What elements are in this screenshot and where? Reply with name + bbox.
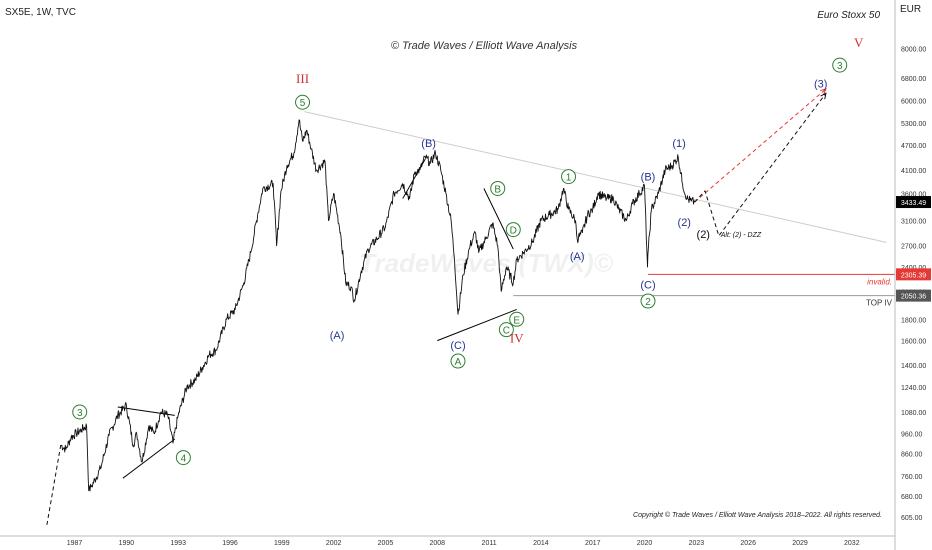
watermark-center: TradeWaves (TWX)© xyxy=(359,248,614,278)
y-tick-label: 860.00 xyxy=(901,451,923,458)
wave-label-circled: 5 xyxy=(300,98,306,109)
wave-label-roman: V xyxy=(854,35,864,50)
y-tick-label: 5300.00 xyxy=(901,121,926,128)
trendline xyxy=(484,188,513,249)
invalid-price-tag: 2305.39 xyxy=(901,272,926,279)
currency-label: EUR xyxy=(900,4,921,15)
y-tick-label: 1800.00 xyxy=(901,317,926,324)
wave-label: (3) xyxy=(814,78,827,90)
y-tick-label: 1600.00 xyxy=(901,339,926,346)
instrument-name: Euro Stoxx 50 xyxy=(817,10,880,21)
y-tick-label: 960.00 xyxy=(901,431,923,438)
y-tick-label: 605.00 xyxy=(901,515,923,522)
wave-label-circled: 2 xyxy=(645,297,651,308)
wave-label-circled: 3 xyxy=(837,61,843,72)
last-price-tag: 3433.49 xyxy=(901,200,926,207)
lead-in-dashed-line xyxy=(47,445,61,525)
chart-screenshot: invalid. TOP IV Alt: (2) - DZZ III 5 (B) (A) B… xyxy=(0,0,932,550)
wave-label: (B) xyxy=(641,172,656,184)
x-tick-label: 2008 xyxy=(429,540,445,547)
y-tick-label: 2700.00 xyxy=(901,244,926,251)
x-tick-label: 1987 xyxy=(67,540,83,547)
x-tick-label: 2014 xyxy=(533,540,549,547)
y-tick-label: 3100.00 xyxy=(901,219,926,226)
wave-label: (2) xyxy=(678,217,691,229)
x-tick-label: 1993 xyxy=(170,540,186,547)
x-tick-label: 2020 xyxy=(637,540,653,547)
top-iv-price-tag: 2050.36 xyxy=(901,294,926,301)
x-tick-label: 2026 xyxy=(740,540,756,547)
y-tick-label: 1240.00 xyxy=(901,385,926,392)
wave-label-circled: 1 xyxy=(566,173,572,184)
watermark-top: © Trade Waves / Elliott Wave Analysis xyxy=(391,40,578,52)
y-tick-label: 6000.00 xyxy=(901,99,926,106)
wave-label-roman: IV xyxy=(510,330,524,345)
y-tick-label: 760.00 xyxy=(901,474,923,481)
y-tick-label: 1400.00 xyxy=(901,363,926,370)
alt-note: Alt: (2) - DZZ xyxy=(720,232,762,239)
x-tick-label: 2011 xyxy=(482,540,497,547)
wave-label: (1) xyxy=(672,138,685,150)
y-tick-label: 680.00 xyxy=(901,494,923,501)
wave-label: (2) xyxy=(697,229,710,241)
wave-label-circled: 3 xyxy=(77,408,83,419)
x-tick-label: 2032 xyxy=(844,540,860,547)
top-iv-level-label: TOP IV xyxy=(866,299,893,308)
y-tick-label: 4700.00 xyxy=(901,143,926,150)
x-tick-label: 2017 xyxy=(585,540,601,547)
y-tick-label: 4100.00 xyxy=(901,168,926,175)
wave-label-roman: III xyxy=(296,71,309,86)
projection-main xyxy=(695,89,826,202)
wave-label: (B) xyxy=(421,138,436,150)
wave-label: (A) xyxy=(330,330,345,342)
chart-canvas[interactable]: invalid. TOP IV Alt: (2) - DZZ III 5 (B) (A) B… xyxy=(0,0,932,550)
x-tick-label: 2023 xyxy=(689,540,705,547)
wave-label-circled: B xyxy=(494,184,501,195)
x-tick-label: 2005 xyxy=(378,540,394,547)
x-tick-label: 2002 xyxy=(326,540,342,547)
wave-label: (C) xyxy=(640,280,655,292)
trendline xyxy=(123,439,175,478)
copyright-note: Copyright © Trade Waves / Elliott Wave A… xyxy=(633,511,882,519)
trendline xyxy=(304,112,886,243)
price-line xyxy=(61,120,695,491)
y-tick-label: 1080.00 xyxy=(901,410,926,417)
wave-label: (C) xyxy=(450,340,465,352)
y-tick-label: 6800.00 xyxy=(901,76,926,83)
y-tick-label: 8000.00 xyxy=(901,47,926,54)
wave-label-circled: D xyxy=(510,226,517,237)
wave-label-circled: E xyxy=(513,315,520,326)
x-tick-label: 2029 xyxy=(792,540,808,547)
x-tick-label: 1999 xyxy=(274,540,290,547)
invalid-level-label: invalid. xyxy=(867,277,892,286)
wave-label-circled: 4 xyxy=(181,454,187,465)
x-tick-label: 1990 xyxy=(119,540,135,547)
wave-label-circled: A xyxy=(455,357,462,368)
x-tick-label: 1996 xyxy=(222,540,238,547)
projection-arrowhead xyxy=(821,93,826,99)
symbol-title: SX5E, 1W, TVC xyxy=(5,7,76,18)
